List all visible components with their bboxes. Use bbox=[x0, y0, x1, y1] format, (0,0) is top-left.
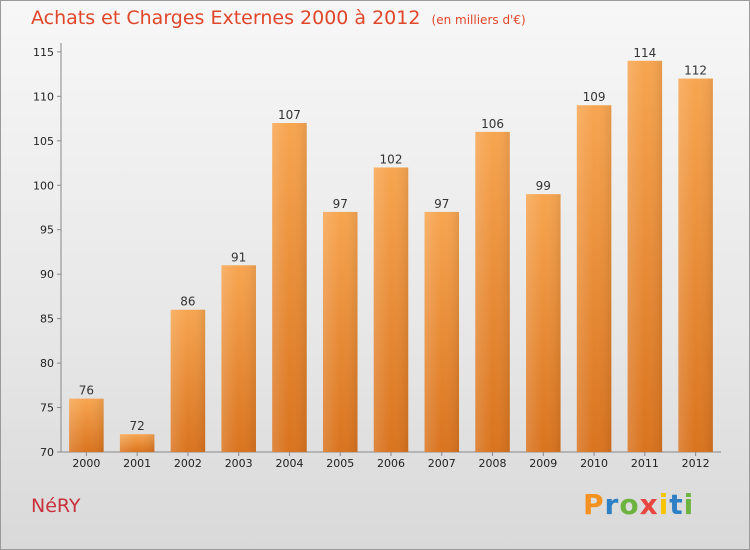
logo-letter: o bbox=[619, 488, 640, 521]
x-tick-label-2001: 2001 bbox=[123, 457, 151, 470]
logo-letter: t bbox=[669, 488, 684, 521]
x-tick-label-2005: 2005 bbox=[326, 457, 354, 470]
data-label-2007: 97 bbox=[434, 197, 449, 211]
logo-letter: x bbox=[639, 488, 659, 521]
logo-letter: r bbox=[604, 488, 620, 521]
y-tick-label: 115 bbox=[33, 46, 54, 59]
y-tick-label: 85 bbox=[40, 313, 54, 326]
data-label-2012: 112 bbox=[684, 64, 707, 78]
x-tick-label-2003: 2003 bbox=[225, 457, 253, 470]
logo-letter: i bbox=[658, 488, 670, 521]
y-tick-label: 105 bbox=[33, 135, 54, 148]
bar-shine-2007 bbox=[424, 211, 460, 452]
x-tick-label-2010: 2010 bbox=[580, 457, 608, 470]
y-tick-label: 80 bbox=[40, 357, 54, 370]
data-label-2003: 91 bbox=[231, 250, 246, 264]
bar-shine-2010 bbox=[576, 105, 612, 452]
bar-shine-2003 bbox=[221, 265, 256, 452]
x-tick-label-2000: 2000 bbox=[72, 457, 100, 470]
x-tick-label-2009: 2009 bbox=[529, 457, 557, 470]
data-label-2008: 106 bbox=[481, 117, 504, 131]
data-label-2011: 114 bbox=[633, 46, 656, 60]
bar-shine-2009 bbox=[526, 194, 561, 453]
bar-shine-2001 bbox=[119, 434, 155, 452]
data-label-2000: 76 bbox=[79, 384, 94, 398]
bar-shine-2008 bbox=[475, 131, 510, 453]
y-tick-label: 110 bbox=[33, 90, 54, 103]
data-label-2004: 107 bbox=[278, 108, 301, 122]
x-tick-label-2002: 2002 bbox=[174, 457, 202, 470]
chart-subtitle: (en milliers d'€) bbox=[431, 13, 526, 27]
data-label-2005: 97 bbox=[333, 197, 348, 211]
logo-letter: i bbox=[683, 488, 695, 521]
data-label-2002: 86 bbox=[180, 295, 195, 309]
y-tick-label: 70 bbox=[40, 446, 54, 459]
x-tick-label-2007: 2007 bbox=[428, 457, 456, 470]
y-tick-label: 90 bbox=[40, 268, 54, 281]
y-tick-label: 75 bbox=[40, 402, 54, 415]
proxiti-logo: Proxiti bbox=[583, 488, 694, 521]
bar-shine-2002 bbox=[170, 309, 206, 452]
bar-shine-2004 bbox=[272, 123, 307, 453]
data-label-2010: 109 bbox=[583, 90, 606, 104]
bar-shine-2006 bbox=[373, 167, 409, 452]
x-tick-label-2006: 2006 bbox=[377, 457, 405, 470]
chart-title-block: Achats et Charges Externes 2000 à 2012 (… bbox=[31, 7, 526, 29]
chart-title: Achats et Charges Externes 2000 à 2012 bbox=[31, 7, 421, 29]
y-tick-label: 100 bbox=[33, 179, 54, 192]
y-tick-label: 95 bbox=[40, 224, 54, 237]
bar-shine-2011 bbox=[627, 60, 663, 453]
x-tick-label-2011: 2011 bbox=[631, 457, 659, 470]
bar-shine-2005 bbox=[322, 211, 358, 452]
logo-letter: P bbox=[583, 488, 605, 521]
bar-shine-2012 bbox=[678, 78, 713, 452]
x-tick-label-2004: 2004 bbox=[275, 457, 303, 470]
data-label-2001: 72 bbox=[130, 419, 145, 433]
data-label-2009: 99 bbox=[536, 179, 551, 193]
x-tick-label-2012: 2012 bbox=[682, 457, 710, 470]
data-label-2006: 102 bbox=[380, 152, 403, 166]
commune-name: NéRY bbox=[31, 495, 81, 517]
bar-shine-2000 bbox=[69, 398, 104, 452]
x-tick-label-2008: 2008 bbox=[479, 457, 507, 470]
